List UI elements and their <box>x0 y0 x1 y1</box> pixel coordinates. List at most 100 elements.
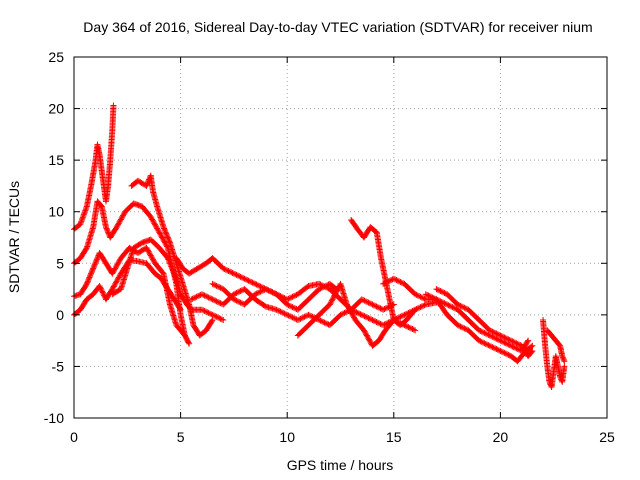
data-point <box>374 319 381 326</box>
data-point <box>234 272 241 279</box>
data-point <box>112 280 119 287</box>
data-point <box>154 225 161 232</box>
plot-frame <box>73 56 608 419</box>
data-point <box>286 302 293 309</box>
data-point <box>278 293 285 300</box>
data-point <box>377 305 384 312</box>
data-point <box>410 326 417 333</box>
data-point <box>292 292 299 299</box>
data-point <box>284 301 291 308</box>
data-point <box>560 356 567 363</box>
data-point <box>316 286 323 293</box>
data-point <box>101 292 108 299</box>
data-point <box>237 299 244 306</box>
data-point <box>218 316 225 323</box>
data-point <box>329 296 336 303</box>
series-track-10 <box>294 280 419 349</box>
data-point <box>500 349 507 356</box>
data-point <box>146 249 153 256</box>
data-point <box>115 260 122 267</box>
data-point <box>161 238 168 245</box>
data-point <box>85 275 92 282</box>
data-point <box>494 331 501 338</box>
data-point <box>356 310 363 317</box>
data-point <box>516 341 523 348</box>
data-point <box>433 286 440 293</box>
data-point <box>104 228 111 235</box>
data-point <box>241 275 248 282</box>
data-point <box>477 327 484 334</box>
data-point <box>105 229 112 236</box>
data-point <box>394 277 401 284</box>
data-point <box>488 333 495 340</box>
y-tick-label: 5 <box>56 255 64 271</box>
x-tick-label: 5 <box>177 429 185 445</box>
data-point <box>514 346 521 353</box>
data-point <box>228 269 235 276</box>
data-point <box>159 235 166 242</box>
data-point <box>171 271 178 278</box>
data-point <box>373 303 380 310</box>
data-point <box>148 215 155 222</box>
data-point <box>506 342 513 349</box>
data-point <box>84 279 91 286</box>
y-axis-label: SDTVAR / TECUs <box>6 181 22 293</box>
data-point <box>99 288 106 295</box>
data-point <box>230 270 237 277</box>
data-point <box>321 319 328 326</box>
data-point <box>226 268 233 275</box>
data-point <box>209 296 216 303</box>
data-point <box>510 344 517 351</box>
data-point <box>115 220 122 227</box>
data-point <box>365 299 372 306</box>
data-point <box>166 238 173 245</box>
data-point <box>169 267 176 274</box>
data-point <box>160 224 167 231</box>
data-point <box>494 336 501 343</box>
data-point <box>559 354 566 361</box>
data-point <box>462 305 469 312</box>
data-point <box>162 228 169 235</box>
data-point <box>86 273 93 280</box>
data-point <box>324 284 331 291</box>
data-point <box>261 302 268 309</box>
data-point <box>281 310 288 317</box>
data-point <box>381 321 388 328</box>
data-point <box>300 314 307 321</box>
data-point <box>165 237 172 244</box>
data-point <box>342 309 349 316</box>
data-point <box>159 269 166 276</box>
data-point <box>504 335 511 342</box>
data-point <box>441 289 448 296</box>
data-point <box>489 328 496 335</box>
data-point <box>301 313 308 320</box>
data-point <box>288 294 295 301</box>
data-point <box>380 306 387 313</box>
data-point <box>330 293 337 300</box>
y-tick-label: 15 <box>48 152 64 168</box>
data-point <box>94 255 101 262</box>
data-point <box>154 226 161 233</box>
data-point <box>156 229 163 236</box>
data-point <box>414 305 421 312</box>
data-point <box>449 304 456 311</box>
data-point <box>420 295 427 302</box>
data-point <box>272 290 279 297</box>
data-point <box>384 278 391 285</box>
data-point <box>83 245 90 252</box>
data-point <box>167 262 174 269</box>
data-point <box>144 246 151 253</box>
data-point <box>370 302 377 309</box>
data-point <box>216 315 223 322</box>
data-point <box>113 224 120 231</box>
data-point <box>288 303 295 310</box>
data-point <box>110 284 117 291</box>
data-point <box>326 301 333 308</box>
data-point <box>362 298 369 305</box>
data-point <box>192 294 199 301</box>
data-point <box>208 295 215 302</box>
data-point <box>505 336 512 343</box>
data-point <box>88 270 95 277</box>
data-point <box>181 332 188 339</box>
